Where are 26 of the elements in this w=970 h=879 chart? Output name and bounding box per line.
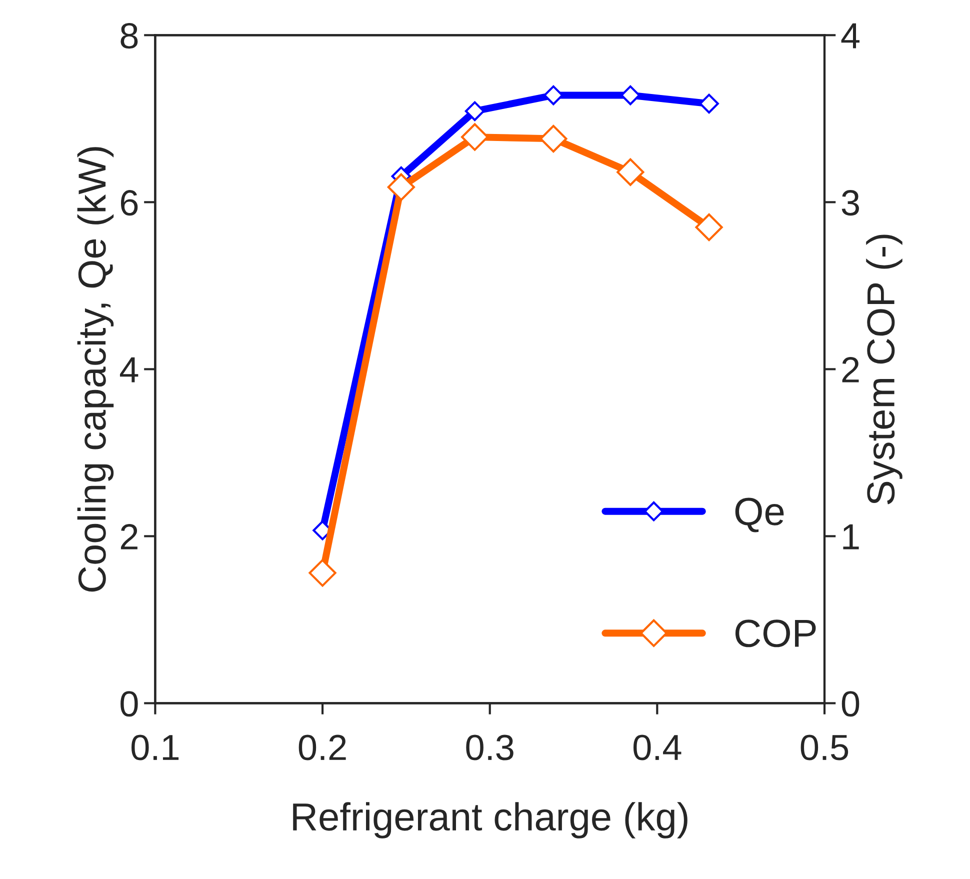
- y-axis-title: Cooling capacity, Qe (kW): [77, 147, 114, 592]
- x-tick-label: 0.1: [132, 734, 179, 760]
- y-tick-label: 0: [120, 691, 138, 717]
- y-tick-label: 6: [120, 190, 138, 216]
- y2-axis-title: System COP (-): [866, 234, 902, 504]
- point: [616, 158, 644, 186]
- legend-label: Qe: [735, 498, 784, 532]
- y2-tick-label: 2: [842, 357, 859, 382]
- y-tick-label: 2: [120, 524, 138, 550]
- y2-tick-label: 3: [842, 190, 859, 216]
- point: [695, 213, 723, 242]
- y2-tick-label: 0: [842, 691, 860, 717]
- x-tick-label: 0.4: [633, 734, 682, 760]
- legend-label: COP: [735, 620, 816, 648]
- x-tick-label: 0.5: [800, 734, 848, 760]
- x-tick-label: 0.2: [298, 734, 346, 760]
- y-tick-label: 8: [120, 23, 138, 49]
- point: [699, 94, 719, 114]
- x-tick-label: 0.3: [466, 734, 514, 760]
- point: [464, 101, 485, 122]
- y2-tick-label: 1: [843, 524, 859, 550]
- point: [308, 559, 336, 587]
- y-tick-label: 4: [120, 357, 138, 382]
- x-axis-title: Refrigerant charge (kg): [293, 802, 688, 838]
- point: [387, 173, 415, 201]
- y2-tick-label: 4: [841, 23, 860, 48]
